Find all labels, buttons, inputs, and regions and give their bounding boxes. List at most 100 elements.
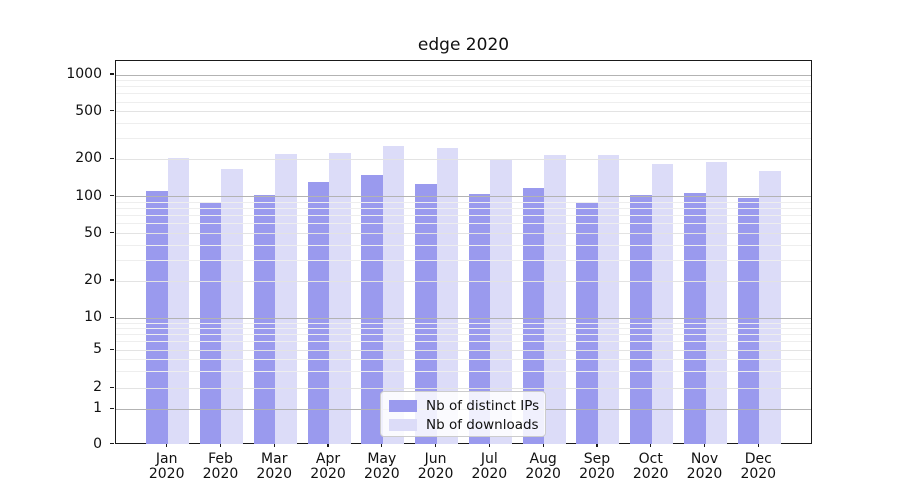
x-tick-label-feb: Feb 2020	[190, 452, 250, 482]
x-tick-mark	[381, 443, 383, 447]
bar-distinct-ips	[253, 195, 276, 445]
gridline-60	[116, 223, 811, 225]
x-tick-label-sep: Sep 2020	[567, 452, 627, 482]
month-label: Jul	[480, 451, 498, 467]
bar-distinct-ips	[737, 198, 760, 445]
x-tick-mark	[488, 443, 490, 447]
year-label: 2020	[471, 466, 508, 482]
month-label: Oct	[638, 451, 663, 467]
gridline-200	[116, 158, 811, 160]
month-label: Feb	[208, 451, 233, 467]
x-tick-label-jul: Jul 2020	[459, 452, 519, 482]
month-label: Aug	[529, 451, 557, 467]
year-label: 2020	[525, 466, 561, 482]
year-label: 2020	[632, 466, 669, 482]
x-tick-label-mar: Mar 2020	[244, 452, 304, 482]
y-tick-label-200: 200	[75, 150, 102, 167]
y-tick-mark	[110, 157, 114, 159]
x-tick-mark	[757, 443, 759, 447]
y-tick-mark	[110, 386, 114, 388]
y-tick-label-500: 500	[75, 102, 102, 119]
bar-distinct-ips	[307, 181, 330, 445]
year-label: 2020	[310, 466, 346, 482]
bar-downloads	[544, 155, 566, 445]
y-tick-label-20: 20	[84, 272, 102, 288]
bar-distinct-ips	[522, 187, 545, 445]
bar-downloads	[597, 154, 620, 445]
gridline-2	[116, 387, 811, 389]
bar-downloads	[651, 164, 674, 445]
x-tick-mark	[542, 443, 544, 447]
legend-entry-downloads: Nb of downloads	[389, 416, 539, 434]
y-tick-mark	[110, 442, 114, 445]
x-tick-mark	[327, 443, 329, 447]
x-tick-label-apr: Apr 2020	[298, 452, 358, 482]
gridline-90	[116, 201, 811, 203]
bar-distinct-ips	[361, 174, 383, 445]
x-tick-mark	[273, 443, 275, 447]
month-label: Jun	[424, 451, 447, 467]
gridline-1000	[116, 74, 811, 76]
year-label: 2020	[363, 466, 400, 482]
y-tick-mark	[110, 73, 114, 75]
month-label: Nov	[690, 451, 719, 467]
y-tick-mark	[110, 348, 114, 350]
x-tick-label-oct: Oct 2020	[621, 452, 681, 482]
month-label: Apr	[315, 451, 341, 467]
bar-downloads	[490, 159, 512, 445]
y-tick-label-50: 50	[84, 224, 102, 241]
y-tick-mark	[110, 110, 114, 112]
gridline-30	[116, 259, 811, 261]
gridline-70	[116, 215, 811, 217]
gridline-40	[116, 244, 811, 246]
gridline-9	[116, 322, 811, 324]
gridline-500	[116, 111, 811, 113]
year-label: 2020	[417, 466, 454, 482]
gridline-900	[116, 80, 811, 82]
x-tick-mark	[650, 443, 652, 447]
month-label: Dec	[744, 451, 772, 467]
bar-distinct-ips	[468, 194, 491, 445]
legend-swatch-downloads	[389, 419, 417, 431]
year-label: 2020	[148, 466, 185, 482]
legend-label: Nb of downloads	[426, 417, 539, 433]
gridline-10	[116, 317, 811, 319]
y-tick-label-2: 2	[93, 379, 102, 396]
y-tick-label-0: 0	[93, 435, 102, 452]
legend-swatch-distinct-ips	[389, 400, 417, 412]
chart-title: edge 2020	[417, 35, 510, 55]
x-tick-label-dec: Dec 2020	[728, 452, 788, 482]
legend-label: Nb of distinct IPs	[426, 398, 540, 414]
y-tick-label-1: 1	[93, 400, 102, 417]
bar-downloads	[382, 145, 405, 445]
x-tick-mark	[596, 443, 598, 447]
gridline-6	[116, 341, 811, 343]
gridline-100	[116, 196, 811, 198]
bar-distinct-ips	[630, 194, 652, 445]
x-tick-mark	[703, 443, 706, 447]
year-label: 2020	[202, 466, 239, 482]
gridline-80	[116, 208, 811, 210]
y-tick-label-10: 10	[84, 309, 102, 326]
year-label: 2020	[579, 466, 615, 482]
x-tick-label-nov: Nov 2020	[675, 452, 735, 482]
year-label: 2020	[686, 466, 723, 482]
x-tick-label-may: May 2020	[352, 452, 412, 482]
y-tick-label-100: 100	[75, 187, 102, 204]
month-label: May	[367, 451, 397, 467]
bar-downloads	[705, 162, 727, 445]
gridline-600	[116, 101, 811, 103]
gridline-5	[116, 349, 811, 351]
bar-downloads	[221, 169, 243, 445]
y-tick-mark	[110, 195, 114, 197]
bar-downloads	[436, 148, 459, 445]
bar-distinct-ips	[146, 190, 168, 445]
month-label: Mar	[261, 451, 288, 467]
gridline-20	[116, 280, 811, 282]
bar-distinct-ips	[415, 184, 437, 445]
x-tick-label-jan: Jan 2020	[137, 452, 197, 482]
y-tick-mark	[110, 279, 114, 281]
bar-downloads	[167, 158, 190, 445]
gridline-3	[116, 370, 811, 372]
